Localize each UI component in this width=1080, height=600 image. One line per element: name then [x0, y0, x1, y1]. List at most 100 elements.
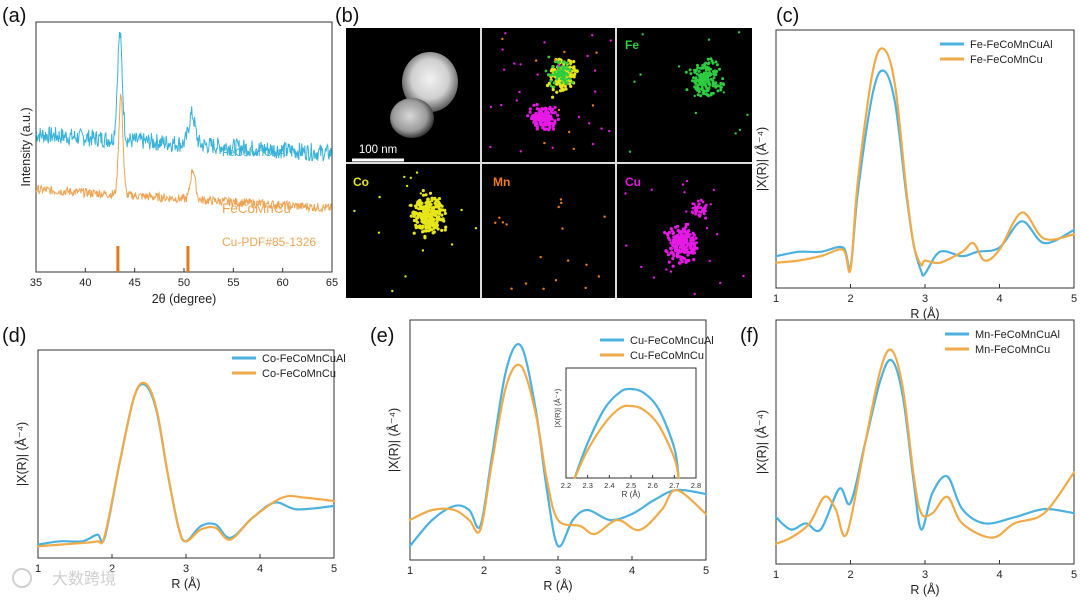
eds-dot: [573, 72, 577, 76]
eds-dot: [742, 274, 745, 278]
eds-dot: [421, 205, 425, 209]
eds-dot: [681, 243, 685, 247]
eds-dot: [437, 207, 441, 211]
eds-dot: [565, 77, 569, 81]
inset-x-tick-label: 2.8: [691, 481, 701, 490]
x-tick-label: 2: [847, 293, 853, 305]
eds-dot: [563, 50, 566, 54]
eds-dot: [700, 84, 704, 88]
eds-dot: [409, 176, 412, 179]
eds-dot: [652, 276, 656, 279]
eds-dot: [411, 211, 415, 215]
eds-dot: [435, 209, 439, 214]
eds-dot: [424, 207, 428, 211]
eds-dot: [541, 123, 545, 127]
eds-dot: [683, 230, 687, 234]
eds-dot: [706, 74, 710, 77]
eds-dot: [548, 125, 552, 130]
eds-dot: [709, 93, 713, 97]
panel-label-c: (c): [776, 5, 799, 27]
eds-dot: [716, 233, 719, 236]
eds-dot: [419, 216, 423, 220]
eds-dot: [437, 203, 441, 207]
eds-dot: [668, 238, 672, 242]
x-axis-label: R (Å): [171, 576, 200, 591]
eds-dot: [699, 79, 703, 83]
x-tick-label: 45: [129, 277, 141, 289]
inset-series-line: [573, 387, 680, 480]
inset-x-tick-label: 2.7: [669, 481, 679, 490]
eds-dot: [584, 286, 587, 290]
eds-dot: [423, 234, 427, 239]
eds-dot: [543, 141, 546, 145]
xrd-pattern-fecomncual: [35, 31, 332, 162]
eds-dot: [721, 82, 725, 86]
eds-dot: [688, 68, 692, 72]
eds-dot: [701, 66, 705, 70]
eds-dot: [684, 70, 688, 74]
eds-dot: [698, 66, 702, 70]
series-line-fe-fecomncu: [774, 47, 1076, 273]
eds-dot: [544, 69, 548, 73]
eds-dot: [595, 51, 598, 54]
eds-dot: [489, 105, 493, 109]
x-tick-label: 3: [555, 565, 561, 577]
eds-dot: [424, 223, 428, 227]
eds-dot: [556, 69, 560, 73]
eds-dot: [547, 55, 551, 59]
eds-dot: [405, 184, 409, 188]
eds-dot: [557, 205, 560, 209]
eds-dot: [707, 38, 711, 41]
eds-dot: [528, 107, 532, 111]
eds-dot: [692, 244, 697, 248]
eds-dot: [418, 201, 422, 206]
eds-dot: [674, 234, 678, 238]
x-tick-label: 2: [847, 569, 853, 581]
y-axis-label: |X(R)| (Å⁻⁴): [754, 127, 769, 191]
eds-dot: [554, 59, 557, 62]
eds-dot: [551, 88, 555, 92]
eds-dot: [421, 189, 425, 193]
eds-dot: [438, 217, 442, 221]
eds-dot: [518, 90, 521, 94]
eds-dot: [712, 76, 716, 80]
eds-dot: [698, 75, 702, 79]
eds-dot: [435, 219, 439, 224]
x-tick-label: 3: [183, 563, 189, 575]
eds-dot: [685, 240, 689, 244]
legend-label: Mn-FeCoMnCuAl: [975, 329, 1060, 341]
x-tick-label: 1: [773, 569, 779, 581]
eds-dot: [714, 60, 718, 64]
eds-dot: [408, 204, 411, 207]
eds-dot: [676, 229, 680, 233]
watermark-text: 大数跨境: [52, 569, 116, 588]
eds-dot: [709, 57, 713, 61]
element-label-fe: Fe: [625, 38, 639, 52]
eds-dot: [568, 130, 571, 134]
eds-dot: [544, 121, 548, 125]
eds-dot: [419, 212, 423, 216]
eds-dot: [550, 121, 554, 125]
eds-dot: [498, 216, 501, 219]
eds-dot: [412, 214, 416, 218]
eds-dot: [404, 275, 407, 278]
plot-frame: [37, 349, 335, 559]
eds-dot: [693, 94, 696, 98]
eds-dot: [698, 210, 701, 214]
eds-dot: [711, 61, 715, 65]
eds-dot: [425, 229, 429, 233]
eds-dot: [430, 206, 434, 210]
eds-dot: [554, 73, 558, 76]
eds-dot: [695, 246, 699, 250]
eds-dot: [676, 250, 680, 254]
eds-dot: [714, 81, 718, 85]
eds-dot: [555, 75, 559, 78]
eds-dot: [501, 221, 505, 224]
eds-dot: [553, 119, 557, 123]
eds-dot: [541, 117, 545, 121]
eds-dot: [593, 69, 597, 72]
eds-dot: [519, 63, 522, 66]
eds-dot: [558, 89, 563, 93]
eds-dot: [698, 87, 701, 91]
eds-dot: [715, 63, 719, 67]
